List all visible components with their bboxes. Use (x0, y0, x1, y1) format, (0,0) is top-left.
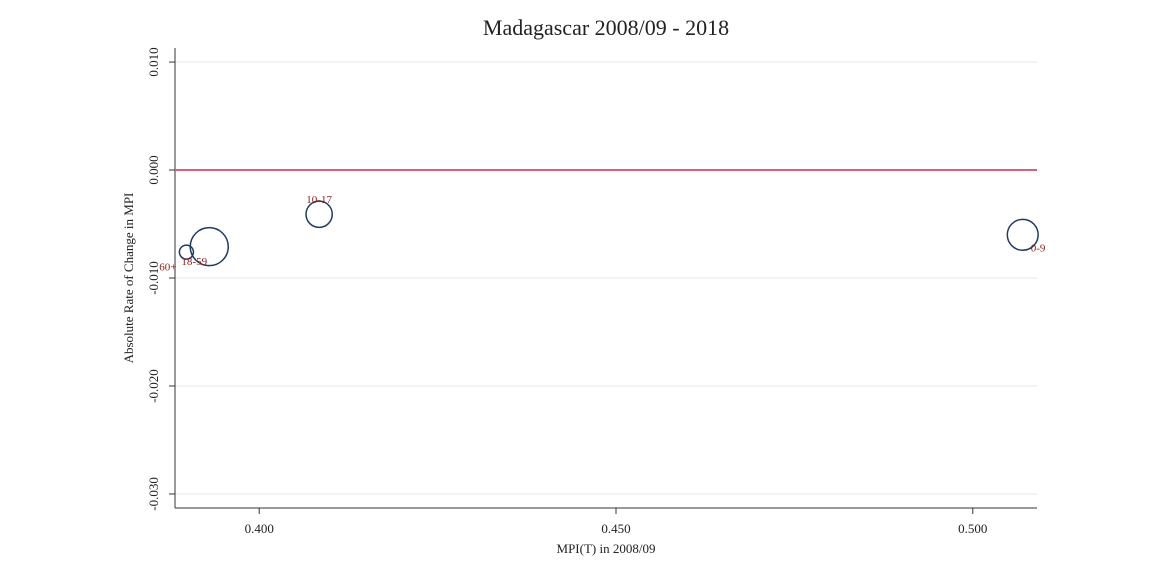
y-tick-label: 0.000 (146, 155, 161, 184)
bubble (305, 200, 334, 229)
y-tick-label: -0.010 (146, 261, 161, 295)
x-tick-label: 0.500 (958, 521, 987, 536)
bubble (189, 226, 230, 267)
point-label: 18-59 (181, 256, 207, 268)
y-tick-label: -0.030 (146, 477, 161, 511)
point-label: 60+ (159, 262, 176, 274)
x-tick-label: 0.450 (601, 521, 630, 536)
bubble (178, 244, 195, 260)
x-axis-title: MPI(T) in 2008/09 (557, 541, 656, 556)
point-label: 10-17 (306, 194, 332, 206)
y-tick-label: -0.020 (146, 369, 161, 403)
y-axis-title: Absolute Rate of Change in MPI (121, 193, 136, 364)
bubble (1006, 218, 1039, 251)
y-tick-label: 0.010 (146, 47, 161, 76)
point-label: 0-9 (1031, 242, 1046, 254)
x-tick-label: 0.400 (245, 521, 274, 536)
chart-title: Madagascar 2008/09 - 2018 (483, 15, 729, 40)
